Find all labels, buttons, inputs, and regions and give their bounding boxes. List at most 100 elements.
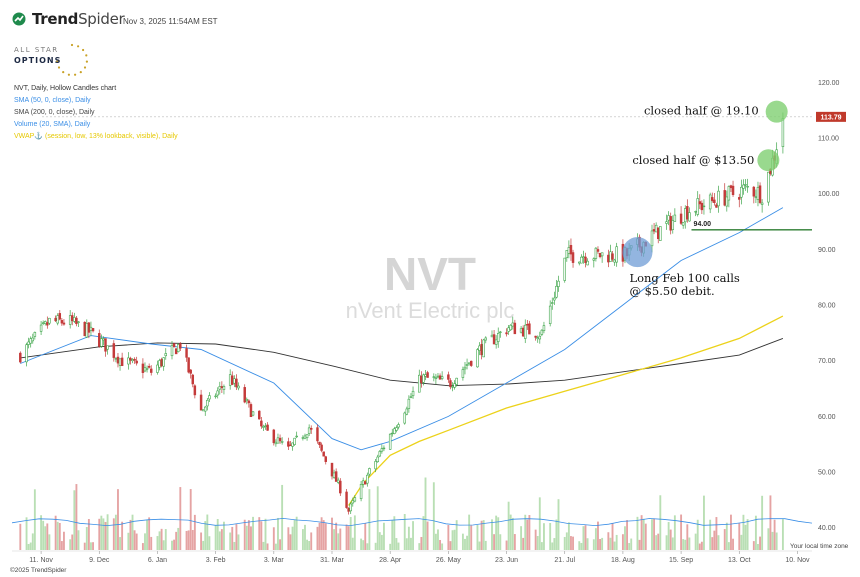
legend-vwap[interactable]: VWAP⚓ (session, low, 13% lookback, visib… [14, 133, 178, 140]
candle-body [291, 442, 294, 447]
volume-bar [202, 540, 205, 550]
candle [129, 356, 132, 365]
volume-bar [740, 534, 743, 550]
candle-body [228, 374, 232, 386]
candle [478, 342, 481, 356]
volume-bar [218, 531, 221, 550]
candle-body [717, 190, 720, 207]
candle [596, 246, 600, 254]
legend-sma50[interactable]: SMA (50, 0, close), Daily [14, 97, 91, 104]
volume-bar [304, 524, 306, 550]
candles [19, 112, 785, 515]
candle [274, 439, 278, 447]
candle [222, 384, 226, 395]
volume-bar [349, 516, 352, 550]
volume-bar [92, 542, 94, 550]
candle [46, 316, 49, 329]
candle [293, 437, 296, 446]
volume-bar [630, 538, 633, 550]
candle-body [262, 426, 265, 428]
volume-bar [293, 519, 296, 550]
volume-bar [48, 534, 51, 550]
volume-bar [418, 543, 421, 550]
candle [715, 202, 718, 208]
y-tick-label: 50.00 [818, 470, 836, 477]
candle [214, 393, 217, 399]
candle [696, 191, 699, 217]
legend-title[interactable]: NVT, Daily, Hollow Candles chart [14, 85, 117, 92]
candle-body [31, 337, 35, 342]
candle-body [191, 374, 195, 385]
candle-body [345, 491, 348, 508]
last-price-box [816, 111, 846, 122]
volume-bar [391, 520, 394, 550]
candle-body [160, 359, 163, 367]
candle [513, 319, 517, 335]
candle-body [58, 313, 62, 320]
volume-bar [148, 517, 151, 550]
volume-bar [335, 522, 338, 550]
volume-bar [200, 532, 203, 550]
candle-body [708, 194, 712, 210]
candle [507, 324, 510, 335]
candle-body [44, 321, 47, 324]
candle-body [339, 480, 342, 494]
volume-bar [339, 528, 342, 550]
volume-bar [426, 521, 429, 550]
candle-body [654, 224, 658, 233]
candle [353, 494, 357, 503]
candle [397, 422, 400, 430]
y-tick-label: 100.00 [818, 191, 840, 198]
candle [237, 382, 240, 391]
trendspider-logo[interactable]: TrendSpider [12, 10, 125, 28]
candle [391, 428, 394, 437]
candle [656, 227, 660, 244]
candle [567, 240, 571, 259]
candle-body [260, 420, 263, 427]
candle-body [251, 411, 255, 416]
candle [528, 320, 531, 335]
volume-bars [19, 477, 784, 550]
candle [673, 208, 677, 222]
candle [727, 185, 731, 208]
candle-body [133, 358, 136, 361]
candle-body [669, 216, 672, 231]
candle [149, 365, 153, 376]
candle [679, 206, 683, 226]
volume-bar [420, 536, 423, 550]
candle-body [607, 254, 610, 263]
legend-sma200[interactable]: SMA (200, 0, close), Daily [14, 109, 95, 116]
volume-bar [453, 529, 456, 550]
volume-bar [260, 521, 263, 550]
volume-bar [322, 520, 325, 550]
candle [145, 365, 149, 373]
candle-body [551, 302, 554, 304]
candle-body [580, 256, 583, 264]
candle-body [206, 399, 209, 407]
volume-bar [405, 538, 408, 550]
candle-body [127, 357, 130, 365]
candle-body [145, 367, 149, 370]
candle-body [316, 427, 319, 442]
candle-body [756, 187, 760, 200]
ring-star [79, 71, 82, 74]
legend-volume[interactable]: Volume (20, SMA), Daily [14, 121, 91, 128]
candle [374, 458, 377, 473]
candle [484, 336, 488, 344]
candle [465, 358, 469, 370]
candle-body [380, 448, 384, 452]
candle [698, 194, 702, 210]
candle [451, 382, 454, 392]
candle [332, 469, 336, 479]
volume-bar [682, 539, 685, 550]
candle-body [264, 425, 267, 427]
candle-body [509, 324, 512, 331]
candle [711, 192, 714, 203]
watermark-company: nVent Electric plc [346, 298, 515, 323]
volume-bar [19, 523, 22, 550]
candle-body [540, 329, 544, 335]
candle-body [75, 317, 78, 325]
axes: 120.00 110.00 100.00 90.00 80.00 70.00 60.00 50… [12, 80, 840, 564]
volume-bar [374, 542, 377, 550]
candle [536, 335, 539, 343]
